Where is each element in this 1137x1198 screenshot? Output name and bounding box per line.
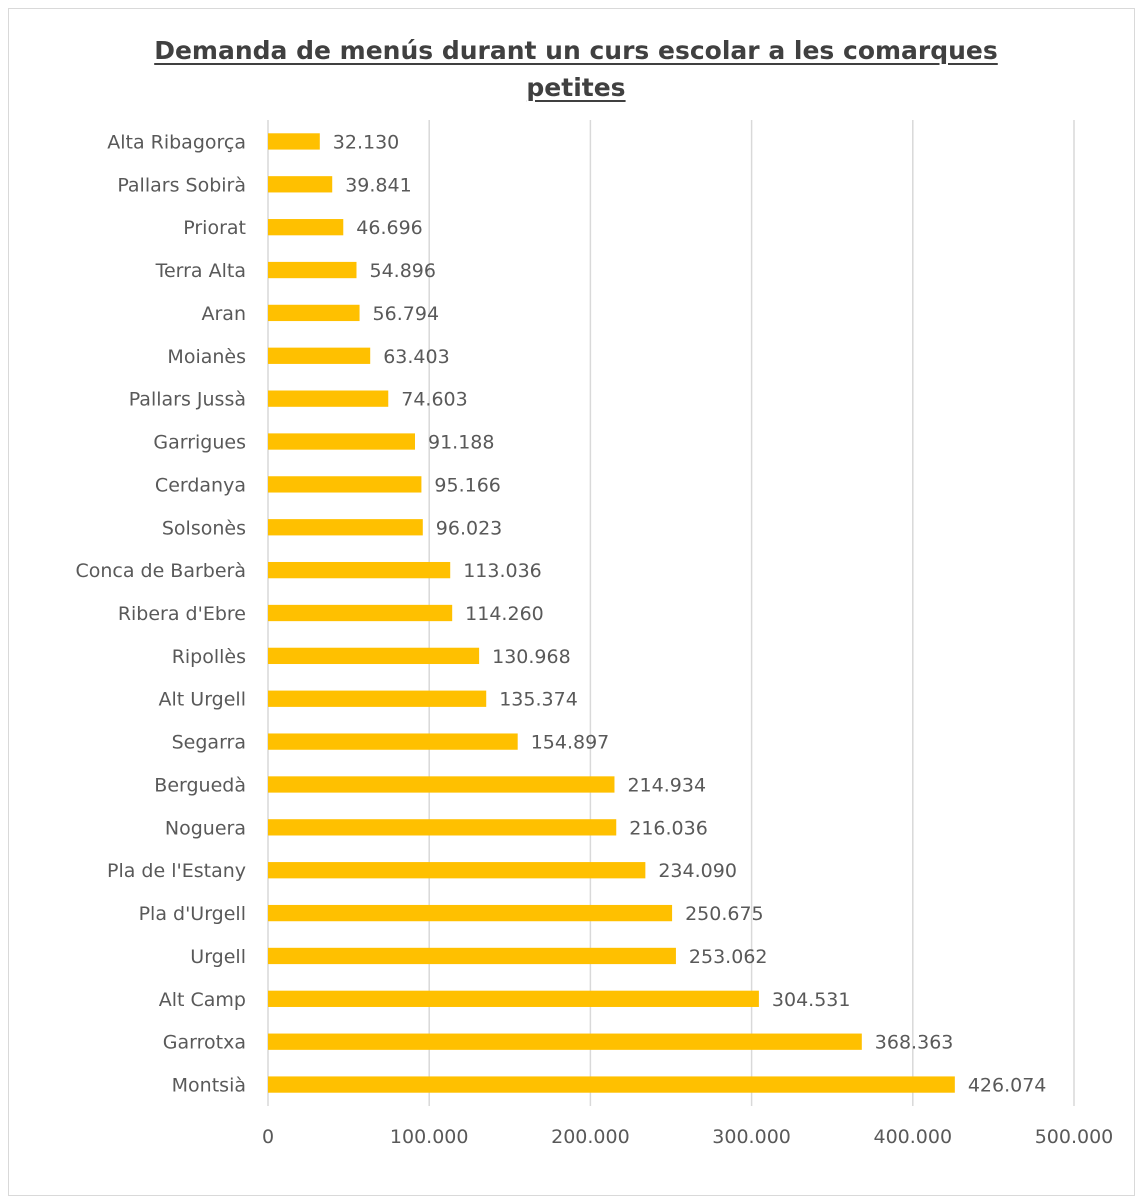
category-label: Pla de l'Estany bbox=[107, 860, 246, 882]
bar bbox=[268, 133, 320, 150]
category-label: Cerdanya bbox=[155, 474, 246, 496]
data-label: 46.696 bbox=[356, 217, 422, 239]
bar bbox=[268, 390, 389, 407]
data-label: 214.934 bbox=[627, 774, 706, 796]
data-label: 253.062 bbox=[689, 946, 768, 968]
x-tick-label: 400.000 bbox=[874, 1126, 953, 1148]
bar bbox=[268, 176, 333, 193]
data-label: 39.841 bbox=[345, 174, 411, 196]
category-label: Alt Camp bbox=[159, 989, 246, 1011]
category-label: Garrotxa bbox=[163, 1032, 246, 1054]
data-label: 216.036 bbox=[629, 817, 708, 839]
data-label: 304.531 bbox=[772, 989, 851, 1011]
category-label: Aran bbox=[202, 303, 247, 325]
data-label: 54.896 bbox=[369, 260, 435, 282]
bar bbox=[268, 561, 451, 579]
bar bbox=[268, 476, 422, 493]
data-label: 56.794 bbox=[373, 303, 439, 325]
bar bbox=[268, 733, 518, 750]
x-tick-label: 300.000 bbox=[712, 1126, 791, 1148]
category-label: Urgell bbox=[190, 946, 246, 968]
category-label: Berguedà bbox=[154, 774, 246, 796]
data-label: 130.968 bbox=[492, 646, 571, 668]
bar bbox=[268, 947, 676, 965]
bar bbox=[268, 347, 371, 364]
data-label: 113.036 bbox=[463, 560, 542, 582]
category-label: Montsià bbox=[172, 1075, 246, 1097]
bar bbox=[268, 647, 480, 665]
category-label: Garrigues bbox=[153, 432, 246, 454]
category-label: Priorat bbox=[183, 217, 246, 239]
bar bbox=[268, 990, 759, 1007]
bar bbox=[268, 862, 646, 879]
x-tick-label: 200.000 bbox=[551, 1126, 630, 1148]
category-label: Ripollès bbox=[172, 646, 246, 668]
category-label: Pla d'Urgell bbox=[139, 903, 246, 925]
data-label: 32.130 bbox=[333, 131, 399, 153]
bar bbox=[268, 261, 357, 279]
category-label: Alta Ribagorça bbox=[107, 131, 246, 153]
data-label: 63.403 bbox=[383, 346, 449, 368]
data-label: 74.603 bbox=[401, 389, 467, 411]
bar bbox=[268, 433, 415, 450]
chart-title: Demanda de menús durant un curs escolar … bbox=[154, 36, 998, 102]
category-label: Ribera d'Ebre bbox=[118, 603, 246, 625]
category-label: Segarra bbox=[172, 732, 246, 754]
category-label: Moianès bbox=[167, 346, 246, 368]
x-tick-label: 500.000 bbox=[1035, 1126, 1114, 1148]
data-label: 114.260 bbox=[465, 603, 544, 625]
bar bbox=[268, 1076, 955, 1093]
category-label: Pallars Jussà bbox=[129, 389, 246, 411]
bar bbox=[268, 219, 344, 236]
category-label: Terra Alta bbox=[155, 260, 246, 282]
data-label: 96.023 bbox=[436, 517, 502, 539]
category-label: Alt Urgell bbox=[159, 689, 246, 711]
x-tick-label: 0 bbox=[262, 1126, 274, 1148]
category-label: Solsonès bbox=[162, 517, 246, 539]
bar bbox=[268, 519, 423, 536]
data-label: 368.363 bbox=[875, 1032, 954, 1054]
x-tick-label: 100.000 bbox=[390, 1126, 469, 1148]
data-label: 91.188 bbox=[428, 432, 494, 454]
bar bbox=[268, 690, 487, 707]
data-label: 250.675 bbox=[685, 903, 764, 925]
data-label: 234.090 bbox=[658, 860, 737, 882]
category-label: Conca de Barberà bbox=[75, 560, 246, 582]
bar bbox=[268, 776, 615, 793]
bar bbox=[268, 904, 673, 922]
bar bbox=[268, 304, 360, 322]
data-label: 154.897 bbox=[531, 732, 610, 754]
bar bbox=[268, 819, 617, 836]
bar bbox=[268, 604, 453, 622]
data-label: 135.374 bbox=[499, 689, 578, 711]
category-label: Noguera bbox=[165, 817, 246, 839]
data-label: 426.074 bbox=[968, 1075, 1047, 1097]
data-label: 95.166 bbox=[434, 474, 500, 496]
category-label: Pallars Sobirà bbox=[117, 174, 246, 196]
bar bbox=[268, 1033, 862, 1050]
